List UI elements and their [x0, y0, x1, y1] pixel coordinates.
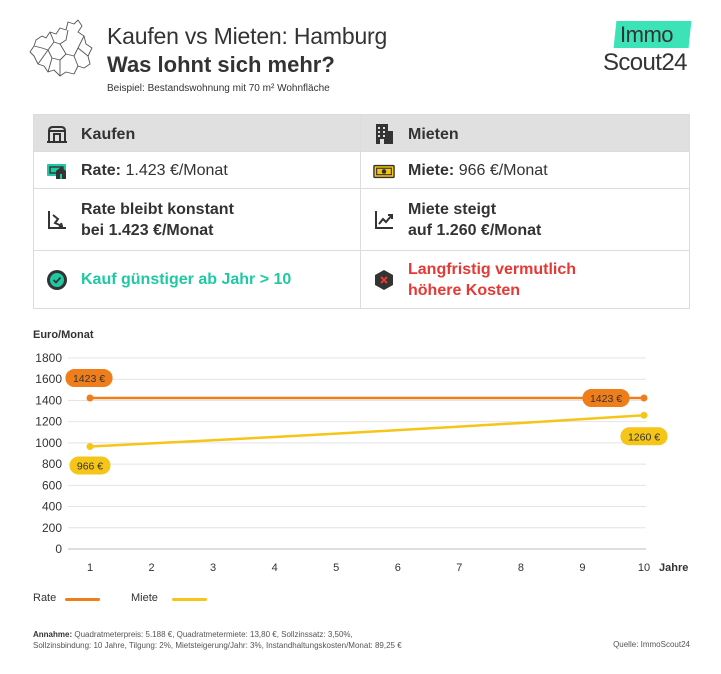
x-circle-icon — [375, 270, 393, 290]
data-point-miete — [86, 442, 94, 450]
assumption-line1: Quadratmeterpreis: 5.188 €, Quadratmeter… — [74, 630, 353, 639]
y-tick-label: 1000 — [35, 436, 62, 450]
rate-trend-text: Rate bleibt konstant bei 1.423 €/Monat — [81, 199, 234, 241]
hamburg-map-icon — [29, 19, 93, 77]
source-note: Quelle: ImmoScout24 — [613, 640, 690, 649]
y-axis-label: Euro/Monat — [33, 329, 94, 341]
data-point-miete — [640, 411, 648, 419]
y-tick-label: 200 — [42, 521, 62, 535]
y-tick-label: 800 — [42, 457, 62, 471]
comparison-header-row: Kaufen Mieten — [34, 115, 689, 152]
legend-rate-label: Rate — [33, 592, 57, 604]
x-tick-label: 8 — [518, 562, 524, 574]
data-point-rate — [640, 394, 648, 402]
rate-cell: Rate: 1.423 €/Monat — [34, 152, 361, 188]
x-axis-label: Jahre — [659, 562, 688, 574]
example-note: Beispiel: Bestandswohnung mit 70 m² Wohn… — [107, 83, 330, 94]
immoscout24-logo: Immo Scout24 — [603, 20, 703, 80]
rate-start-label-bg — [65, 369, 113, 388]
page-title: Kaufen vs Mieten: Hamburg — [107, 23, 388, 49]
rent-text: Miete: 966 €/Monat — [408, 160, 548, 181]
rate-end-label: 1423 € — [590, 393, 622, 405]
rent-trend-cell: Miete steigt auf 1.260 €/Monat — [361, 189, 688, 250]
y-tick-label: 400 — [42, 500, 62, 514]
logo-immo-text: Immo — [620, 22, 674, 47]
rent-verdict-line1: Langfristig vermutlich — [408, 261, 577, 278]
y-tick-label: 0 — [55, 542, 62, 556]
y-tick-label: 1400 — [35, 393, 62, 407]
series-line-miete — [89, 414, 645, 448]
kaufen-header-cell: Kaufen — [34, 115, 361, 151]
legend-miete-line — [172, 598, 207, 601]
miete-end-label: 1260 € — [628, 431, 660, 443]
rate-text: Rate: 1.423 €/Monat — [81, 160, 228, 181]
check-circle-icon — [47, 270, 67, 290]
x-tick-label: 2 — [148, 562, 154, 574]
mieten-header-cell: Mieten — [361, 115, 688, 151]
x-tick-label: 5 — [333, 562, 339, 574]
rent-value: 966 €/Monat — [458, 162, 548, 179]
x-tick-label: 4 — [272, 562, 278, 574]
x-tick-label: 6 — [395, 562, 401, 574]
y-tick-label: 1200 — [35, 415, 62, 429]
buy-verdict: Kauf günstiger ab Jahr > 10 — [81, 271, 292, 288]
y-tick-label: 1800 — [35, 351, 62, 365]
data-point-rate — [86, 394, 94, 402]
comparison-table: Kaufen Mieten Rat — [33, 114, 690, 309]
banknote-icon — [373, 164, 395, 179]
miete-start-label-bg — [69, 456, 111, 475]
rate-trend-line1: Rate bleibt konstant — [81, 201, 234, 218]
buy-verdict-cell: Kauf günstiger ab Jahr > 10 — [34, 251, 361, 309]
legend-miete-label: Miete — [131, 592, 158, 604]
house-icon — [47, 126, 67, 143]
x-tick-label: 3 — [210, 562, 216, 574]
miete-end-label-bg — [620, 427, 668, 446]
rent-trend-line2: auf 1.260 €/Monat — [408, 222, 542, 239]
rent-verdict-text: Langfristig vermutlich höhere Kosten — [408, 259, 576, 301]
rent-verdict-line2: höhere Kosten — [408, 282, 521, 299]
rent-trend-line1: Miete steigt — [408, 201, 497, 218]
legend-rate-line — [65, 598, 100, 601]
logo-scout-text: Scout24 — [603, 49, 687, 76]
trend-row: Rate bleibt konstant bei 1.423 €/Monat M… — [34, 189, 689, 251]
building-icon — [376, 124, 393, 144]
assumption-line2: Sollzinsbindung: 10 Jahre, Tilgung: 2%, … — [33, 641, 402, 650]
rate-trend-cell: Rate bleibt konstant bei 1.423 €/Monat — [34, 189, 361, 250]
x-tick-label: 7 — [456, 562, 462, 574]
rate-value: 1.423 €/Monat — [125, 162, 228, 179]
rate-end-label-bg — [582, 389, 630, 408]
assumptions-note: Annahme: Quadratmeterpreis: 5.188 €, Qua… — [33, 629, 402, 651]
rent-verdict-cell: Langfristig vermutlich höhere Kosten — [361, 251, 688, 309]
miete-start-label: 966 € — [77, 460, 103, 472]
money-house-icon — [47, 164, 66, 179]
rate-start-label: 1423 € — [73, 373, 105, 385]
y-tick-label: 600 — [42, 478, 62, 492]
trend-flat-icon — [48, 211, 66, 229]
trend-up-icon — [375, 211, 393, 229]
rate-label: Rate: — [81, 162, 122, 179]
payment-row: Rate: 1.423 €/Monat Miete: 966 €/Monat — [34, 152, 689, 189]
x-tick-label: 10 — [638, 562, 650, 574]
x-tick-label: 9 — [579, 562, 585, 574]
cost-line-chart: Euro/Monat 0 200 400 600 800 1000 1200 1400 1600 1… — [33, 329, 688, 574]
assumption-label: Annahme: — [33, 630, 73, 639]
rate-trend-line2: bei 1.423 €/Monat — [81, 222, 214, 239]
x-tick-label: 1 — [87, 562, 93, 574]
rent-trend-text: Miete steigt auf 1.260 €/Monat — [408, 199, 541, 241]
kaufen-header: Kaufen — [81, 126, 136, 143]
rent-cell: Miete: 966 €/Monat — [361, 152, 688, 188]
rent-label: Miete: — [408, 162, 455, 179]
y-tick-label: 1600 — [35, 372, 62, 386]
verdict-row: Kauf günstiger ab Jahr > 10 Langfristig … — [34, 251, 689, 309]
mieten-header: Mieten — [408, 126, 459, 143]
page-subtitle-question: Was lohnt sich mehr? — [107, 52, 335, 77]
